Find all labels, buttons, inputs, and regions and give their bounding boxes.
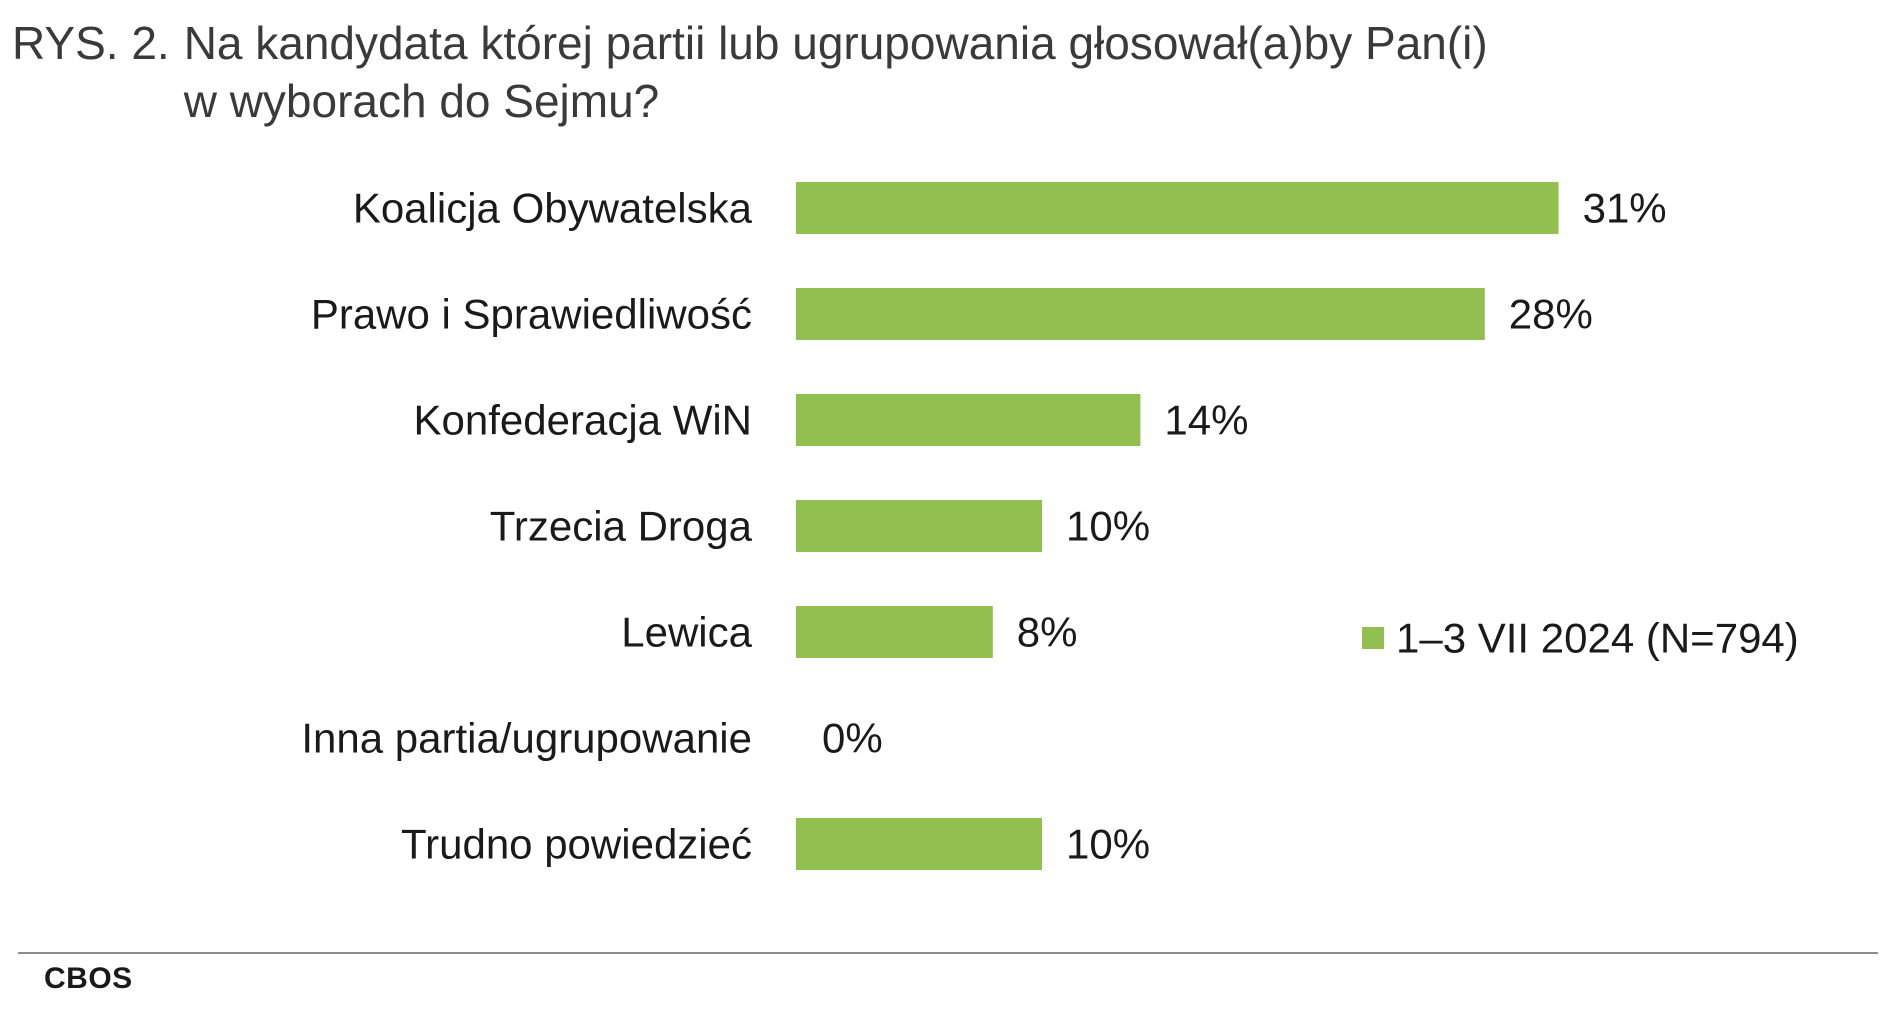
category-label-inna-partia-ugrupowanie: Inna partia/ugrupowanie: [301, 715, 752, 762]
footer-divider: [18, 952, 1878, 954]
source-label: CBOS: [44, 962, 133, 995]
data-label-koalicja-obywatelska: 31%: [1583, 185, 1667, 232]
category-label-koalicja-obywatelska: Koalicja Obywatelska: [353, 185, 753, 232]
data-label-trudno-powiedziec: 10%: [1066, 821, 1150, 868]
bar-chart: Koalicja Obywatelska 31% Prawo i Sprawiedl…: [301, 182, 1799, 870]
data-label-konfederacja-win: 14%: [1164, 397, 1248, 444]
chart-title-text: Na kandydata której partii lub ugrupowan…: [183, 17, 1488, 127]
bar-lewica: [796, 606, 993, 658]
category-label-prawo-i-sprawiedliwosc: Prawo i Sprawiedliwość: [311, 291, 752, 338]
legend-label: 1–3 VII 2024 (N=794): [1396, 615, 1799, 662]
bar-prawo-i-sprawiedliwosc: [796, 288, 1485, 340]
bar-koalicja-obywatelska: [796, 182, 1559, 234]
bar-trudno-powiedziec: [796, 818, 1042, 870]
category-label-trudno-powiedziec: Trudno powiedzieć: [401, 821, 752, 868]
chart-title: RYS. 2. Na kandydata której partii lub u…: [12, 14, 1488, 130]
data-label-prawo-i-sprawiedliwosc: 28%: [1509, 291, 1593, 338]
data-label-trzecia-droga: 10%: [1066, 503, 1150, 550]
bar-konfederacja-win: [796, 394, 1141, 446]
category-label-trzecia-droga: Trzecia Droga: [490, 503, 753, 550]
data-label-lewica: 8%: [1017, 609, 1078, 656]
bar-trzecia-droga: [796, 500, 1042, 552]
figure-number: RYS. 2.: [12, 17, 170, 69]
category-label-konfederacja-win: Konfederacja WiN: [414, 397, 752, 444]
legend-swatch: [1362, 627, 1384, 649]
category-label-lewica: Lewica: [621, 609, 752, 656]
data-label-inna-partia-ugrupowanie: 0%: [822, 715, 883, 762]
